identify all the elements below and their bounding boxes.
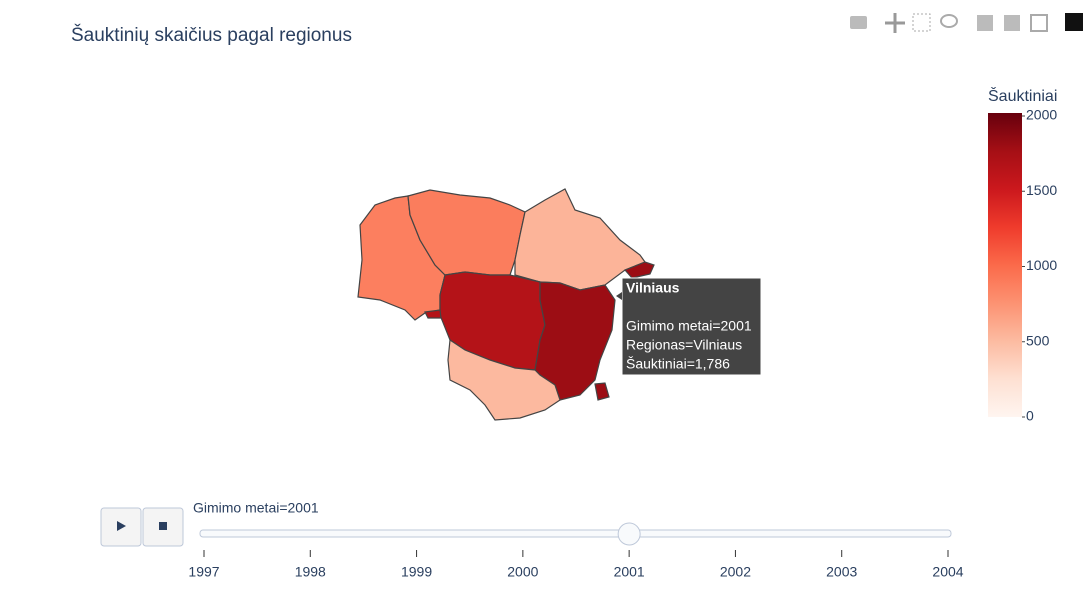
select-icon[interactable] [912, 13, 931, 32]
colorbar-tick-label: 0 [1026, 408, 1034, 424]
camera-icon[interactable] [850, 16, 867, 29]
play-icon[interactable] [117, 521, 126, 531]
slider-tick-label: 2000 [507, 564, 538, 580]
colorbar-title: Šauktiniai [988, 86, 1057, 105]
zoom-out-icon[interactable] [1004, 15, 1020, 31]
reset-icon[interactable] [1030, 14, 1048, 32]
region[interactable] [594, 382, 610, 401]
slider-tick-label: 2004 [932, 564, 963, 580]
tooltip-arrow [616, 292, 622, 300]
tooltip-box [621, 277, 762, 376]
slider-tick-label: 2003 [826, 564, 857, 580]
slider-tick-label: 1997 [188, 564, 219, 580]
colorbar-tick-label: 2000 [1026, 107, 1057, 123]
slider-tick-label: 2002 [720, 564, 751, 580]
colorbar-tick-label: 1000 [1026, 257, 1057, 273]
modebar[interactable] [850, 13, 1083, 33]
pan-icon[interactable] [885, 13, 905, 33]
stop-icon[interactable] [159, 522, 167, 530]
slider-tick-label: 1998 [295, 564, 326, 580]
tooltip: Vilniaus Gimimo metai=2001 Regionas=Vilni… [616, 277, 762, 376]
slider-track[interactable] [199, 529, 952, 538]
colorbar-tick-label: 1500 [1026, 182, 1057, 198]
map [357, 188, 655, 421]
chart-title: Šauktinių skaičius pagal regionus [71, 24, 352, 46]
region[interactable] [424, 309, 442, 319]
region[interactable] [514, 188, 646, 291]
slider[interactable]: 1997 1998 1999 2000 2001 2002 2003 2004 [188, 522, 964, 580]
region[interactable] [407, 189, 526, 276]
tooltip-line: Gimimo metai=2001 [626, 318, 752, 334]
slider-tick-label: 1999 [401, 564, 432, 580]
tooltip-line: Regionas=Vilniaus [626, 337, 742, 353]
zoom-in-icon[interactable] [977, 15, 993, 31]
region[interactable] [447, 338, 561, 421]
slider-handle[interactable] [617, 522, 641, 546]
tooltip-title: Vilniaus [626, 280, 680, 296]
region[interactable] [623, 261, 655, 279]
slider-tick-label: 2001 [614, 564, 645, 580]
tooltip-line: Šauktiniai=1,786 [626, 356, 730, 372]
slider-current-label: Gimimo metai=2001 [193, 500, 319, 516]
colorbar [988, 113, 1022, 417]
colorbar-tick-label: 500 [1026, 332, 1050, 348]
plotly-logo[interactable] [1065, 13, 1083, 31]
region[interactable] [534, 281, 616, 401]
lasso-icon[interactable] [940, 14, 958, 28]
